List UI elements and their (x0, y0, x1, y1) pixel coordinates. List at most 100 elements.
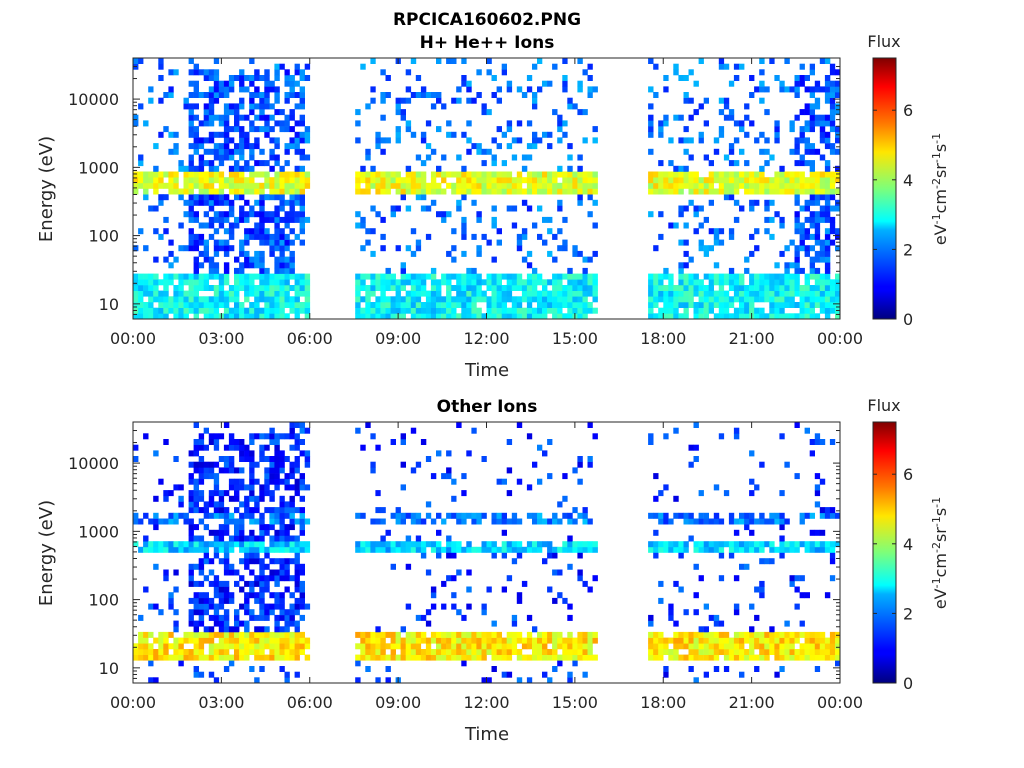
heatmap-cell (547, 518, 553, 525)
heatmap-cell (173, 626, 179, 633)
heatmap-cell (532, 626, 538, 633)
heatmap-cell (809, 290, 815, 297)
heatmap-cell (193, 313, 199, 320)
heatmap-cell (223, 290, 230, 297)
heatmap-cell (259, 518, 265, 525)
heatmap-cell (501, 290, 507, 297)
heatmap-cell (158, 171, 164, 178)
heatmap-cell (299, 228, 305, 235)
heatmap-cell (254, 86, 260, 93)
heatmap-cell (557, 182, 563, 189)
heatmap-cell (420, 285, 427, 291)
heatmap-cell (244, 456, 250, 462)
heatmap-cell (824, 160, 831, 167)
heatmap-cell (526, 177, 533, 184)
heatmap-cell (269, 654, 275, 661)
heatmap-cell (648, 273, 654, 280)
heatmap-cell (764, 188, 770, 195)
heatmap-cell (658, 313, 664, 320)
heatmap-cell (360, 512, 366, 519)
heatmap-cell (193, 603, 199, 610)
heatmap-cell (708, 518, 714, 525)
heatmap-cell (148, 182, 154, 189)
heatmap-cell (203, 92, 209, 98)
heatmap-cell (799, 154, 805, 161)
heatmap-cell (198, 643, 205, 650)
heatmap-cell (198, 296, 205, 303)
heatmap-cell (532, 279, 538, 286)
heatmap-cell (223, 177, 230, 184)
heatmap-cell (420, 182, 427, 189)
colorbar-tick-label: 6 (903, 465, 913, 484)
heatmap-cell (274, 109, 280, 116)
heatmap-cell (496, 654, 502, 661)
heatmap-cell (405, 273, 412, 280)
heatmap-cell (188, 131, 194, 138)
heatmap-cell (193, 450, 199, 457)
heatmap-cell (299, 120, 305, 127)
heatmap-cell (496, 279, 502, 286)
heatmap-cell (749, 518, 755, 525)
heatmap-cell (274, 614, 280, 621)
heatmap-cell (294, 597, 300, 604)
heatmap-cell (294, 467, 300, 474)
heatmap-cell (436, 171, 442, 178)
heatmap-cell (537, 313, 543, 320)
heatmap-cell (405, 97, 412, 104)
heatmap-cell (279, 307, 285, 314)
heatmap-cell (274, 188, 280, 195)
heatmap-cell (249, 529, 255, 536)
heatmap-cell (198, 177, 205, 184)
heatmap-cell (254, 433, 260, 440)
heatmap-cell (183, 649, 189, 655)
heatmap-cell (799, 177, 805, 184)
heatmap-cell (208, 267, 215, 274)
heatmap-cell (496, 273, 502, 280)
heatmap-cell (698, 518, 704, 525)
heatmap-cell (284, 501, 290, 508)
heatmap-cell (673, 546, 679, 553)
heatmap-cell (430, 188, 437, 195)
heatmap-cell (193, 80, 199, 87)
heatmap-cell (143, 535, 149, 542)
heatmap-cell (819, 137, 826, 144)
heatmap-cell (471, 290, 477, 297)
heatmap-cell (814, 256, 821, 263)
heatmap-cell (239, 535, 245, 542)
heatmap-cell (552, 182, 558, 189)
heatmap-cell (496, 182, 502, 189)
heatmap-cell (405, 302, 412, 308)
heatmap-cell (552, 171, 558, 178)
heatmap-cell (259, 103, 265, 110)
heatmap-cell (557, 637, 563, 644)
heatmap-cell (718, 637, 725, 644)
heatmap-cell (718, 228, 725, 235)
heatmap-cell (178, 285, 184, 291)
heatmap-cell (648, 126, 654, 133)
heatmap-cell (203, 558, 209, 565)
heatmap-cell (759, 580, 765, 587)
heatmap-cell (264, 643, 270, 650)
heatmap-cell (168, 86, 174, 93)
heatmap-cell (567, 649, 573, 655)
heatmap-cell (516, 86, 523, 93)
heatmap-cell (294, 563, 300, 570)
heatmap-cell (678, 273, 684, 280)
heatmap-cell (223, 279, 230, 286)
heatmap-cell (269, 518, 275, 525)
heatmap-cell (516, 552, 523, 559)
heatmap-cell (673, 63, 679, 70)
heatmap-cell (365, 290, 371, 297)
heatmap-cell (516, 654, 523, 661)
heatmap-cell (249, 120, 255, 127)
heatmap-cell (279, 535, 285, 542)
heatmap-cell (168, 250, 174, 257)
heatmap-cell (168, 603, 174, 610)
heatmap-cell (410, 307, 417, 314)
heatmap-cell (239, 643, 245, 650)
heatmap-cell (491, 620, 497, 627)
heatmap-cell (648, 512, 654, 519)
heatmap-cell (133, 120, 139, 127)
heatmap-cell (794, 194, 800, 201)
heatmap-cell (764, 205, 770, 212)
